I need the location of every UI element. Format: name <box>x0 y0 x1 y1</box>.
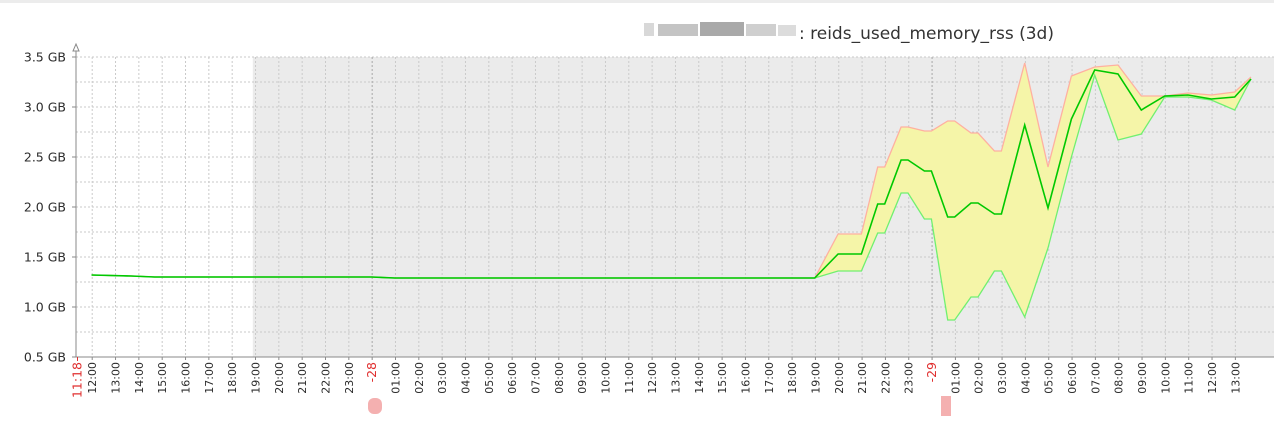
x-tick-label: 17:00 <box>203 362 216 394</box>
x-tick-label: 21:00 <box>296 362 309 394</box>
x-tick-label: 10:00 <box>1159 362 1172 394</box>
x-tick-label: -28 <box>364 362 379 382</box>
x-tick-label: 18:00 <box>786 362 799 394</box>
x-tick-label: 22:00 <box>879 362 892 394</box>
x-tick-label: 20:00 <box>833 362 846 394</box>
redacted-date-mark <box>941 396 951 416</box>
x-tick-label: 12:00 <box>86 362 99 394</box>
min-max-band <box>91 63 1251 320</box>
y-tick-label: 1.5 GB <box>24 250 66 265</box>
y-tick-label: 1.0 GB <box>24 300 66 315</box>
x-tick-label: 10:00 <box>599 362 612 394</box>
x-tick-label: 23:00 <box>343 362 356 394</box>
top-divider <box>0 0 1274 3</box>
x-tick-label: 12:00 <box>1206 362 1219 394</box>
redacted-host-block <box>778 25 796 36</box>
x-tick-label: 02:00 <box>973 362 986 394</box>
x-tick-label: 20:00 <box>273 362 286 394</box>
y-tick-label: 3.0 GB <box>24 100 66 115</box>
x-tick-label: 07:00 <box>1089 362 1102 394</box>
y-tick-label: 2.5 GB <box>24 150 66 165</box>
x-tick-label: 18:00 <box>226 362 239 394</box>
x-tick-label: 11:00 <box>623 362 636 394</box>
y-tick-label: 2.0 GB <box>24 200 66 215</box>
y-tick-label: 3.5 GB <box>24 50 66 65</box>
x-tick-label: 01:00 <box>949 362 962 394</box>
x-tick-label: 21:00 <box>856 362 869 394</box>
x-tick-label: 02:00 <box>413 362 426 394</box>
x-tick-label: 05:00 <box>1043 362 1056 394</box>
y-tick-labels: 0.5 GB 1.0 GB 1.5 GB 2.0 GB 2.5 GB 3.0 GB 3.5 … <box>24 50 66 365</box>
x-tick-label: 01:00 <box>389 362 402 394</box>
x-tick-label: 17:00 <box>763 362 776 394</box>
x-tick-label: 15:00 <box>716 362 729 394</box>
x-tick-label: 11:00 <box>1183 362 1196 394</box>
x-tick-label: 06:00 <box>506 362 519 394</box>
x-tick-label: 13:00 <box>1229 362 1242 394</box>
chart-title: : reids_used_memory_rss (3d) <box>799 24 1054 44</box>
x-tick-label: 08:00 <box>553 362 566 394</box>
redacted-date-mark <box>368 398 382 414</box>
x-tick-label: 05:00 <box>483 362 496 394</box>
shaded-region <box>252 57 1274 357</box>
x-tick-label: 14:00 <box>133 362 146 394</box>
x-tick-labels: 11:18 12:00 13:00 14:00 15:00 16:00 17:00 18:00… <box>70 362 1243 398</box>
x-tick-label: 03:00 <box>996 362 1009 394</box>
x-tick-label: -29 <box>924 362 939 382</box>
x-tick-label: 12:00 <box>646 362 659 394</box>
axes <box>72 42 1274 361</box>
x-tick-label: 13:00 <box>110 362 123 394</box>
x-tick-label: 09:00 <box>1136 362 1149 394</box>
series-avg-line <box>91 69 1252 279</box>
redacted-host-block <box>658 24 698 36</box>
x-tick-label: 07:00 <box>529 362 542 394</box>
redacted-host-block <box>746 24 776 36</box>
redacted-host-block <box>644 23 654 36</box>
x-tick-label: 23:00 <box>903 362 916 394</box>
x-tick-label: 03:00 <box>436 362 449 394</box>
x-tick-label: 16:00 <box>180 362 193 394</box>
x-tick-label: 04:00 <box>1019 362 1032 394</box>
x-tick-label: 04:00 <box>459 362 472 394</box>
x-tick-label: 06:00 <box>1066 362 1079 394</box>
x-tick-label: 15:00 <box>156 362 169 394</box>
y-tick-label: 0.5 GB <box>24 350 66 365</box>
x-tick-label: 08:00 <box>1113 362 1126 394</box>
x-tick-label: 14:00 <box>693 362 706 394</box>
redacted-host-block <box>700 22 744 36</box>
x-tick-label: 16:00 <box>739 362 752 394</box>
x-start-label: 11:18 <box>70 362 85 398</box>
y-axis-arrow <box>72 42 80 52</box>
x-tick-label: 13:00 <box>669 362 682 394</box>
x-tick-label: 09:00 <box>576 362 589 394</box>
x-tick-label: 19:00 <box>250 362 263 394</box>
x-tick-label: 19:00 <box>809 362 822 394</box>
x-tick-label: 22:00 <box>319 362 332 394</box>
